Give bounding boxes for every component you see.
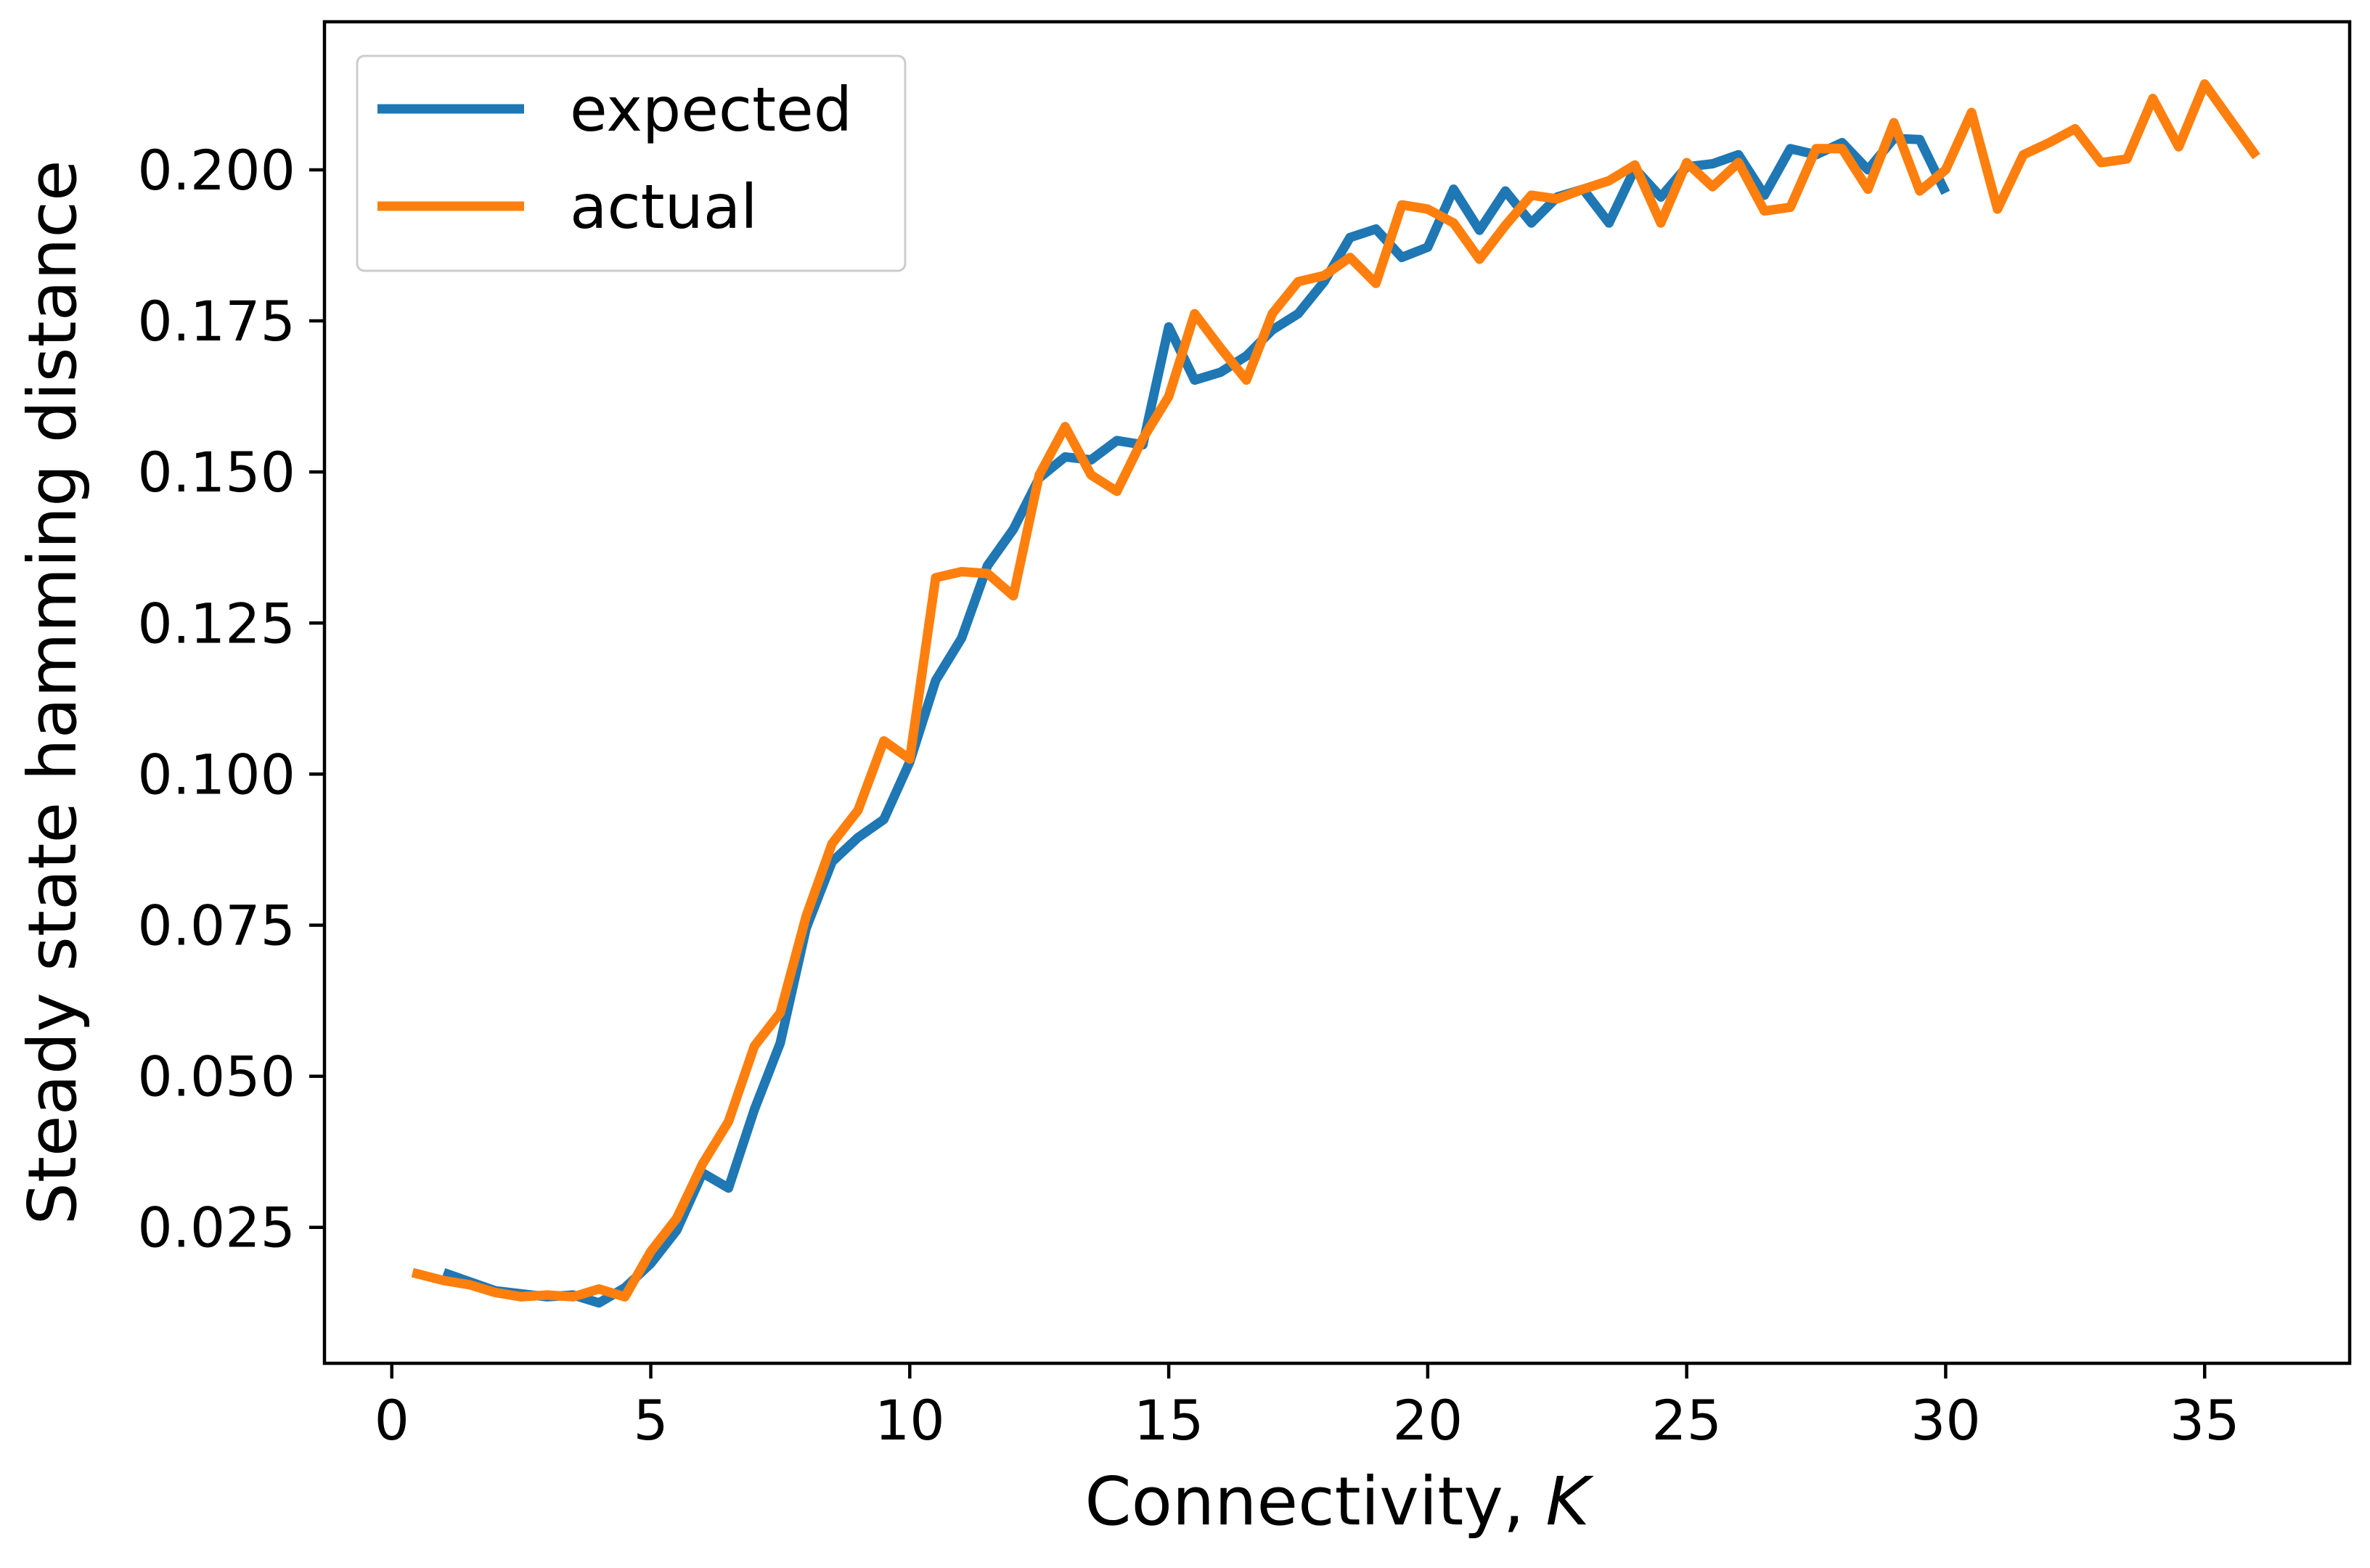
x-axis-label-variable: K xyxy=(1545,1463,1594,1540)
x-tick-label: 25 xyxy=(1651,1388,1722,1453)
y-axis-label: Steady state hamming distance xyxy=(14,160,91,1225)
y-tick-label: 0.025 xyxy=(137,1196,295,1260)
legend-label-expected: expected xyxy=(570,74,852,145)
legend-label-actual: actual xyxy=(570,171,758,242)
x-tick-label: 10 xyxy=(875,1388,945,1453)
x-tick-label: 15 xyxy=(1134,1388,1204,1453)
x-tick-label: 0 xyxy=(375,1388,409,1453)
y-tick-label: 0.200 xyxy=(137,138,295,203)
x-axis-label: Connectivity, K xyxy=(1084,1463,1594,1540)
y-tick-label: 0.125 xyxy=(137,591,295,656)
y-tick-label: 0.175 xyxy=(137,289,295,354)
y-tick-label: 0.075 xyxy=(137,893,295,957)
x-tick-label: 5 xyxy=(633,1388,668,1453)
x-tick-label: 35 xyxy=(2170,1388,2240,1453)
y-tick-label: 0.150 xyxy=(137,440,295,505)
x-tick-label: 30 xyxy=(1911,1388,1981,1453)
series-layer xyxy=(411,79,2260,1308)
y-tick-label: 0.050 xyxy=(137,1045,295,1109)
y-tick-label: 0.100 xyxy=(137,742,295,807)
x-tick-label: 20 xyxy=(1393,1388,1463,1453)
legend: expected actual xyxy=(356,54,907,272)
series-line-actual xyxy=(411,79,2260,1302)
x-axis-label-text: Connectivity, xyxy=(1084,1463,1545,1540)
y-axis: 0.025 0.050 0.075 0.100 0.125 0.150 0.175 0.200 xyxy=(137,138,324,1260)
plot-area-frame xyxy=(322,20,2352,1365)
x-axis: 0 5 10 15 20 25 30 35 xyxy=(375,1363,2240,1453)
